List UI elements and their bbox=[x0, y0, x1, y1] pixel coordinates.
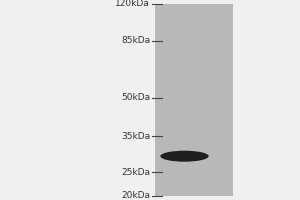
Text: 25kDa: 25kDa bbox=[121, 168, 150, 177]
Text: 35kDa: 35kDa bbox=[121, 132, 150, 141]
Text: 120kDa: 120kDa bbox=[115, 0, 150, 8]
Bar bbox=[154, 4, 232, 196]
Text: 20kDa: 20kDa bbox=[121, 192, 150, 200]
Ellipse shape bbox=[160, 151, 209, 162]
Text: 85kDa: 85kDa bbox=[121, 36, 150, 45]
Text: 50kDa: 50kDa bbox=[121, 93, 150, 102]
